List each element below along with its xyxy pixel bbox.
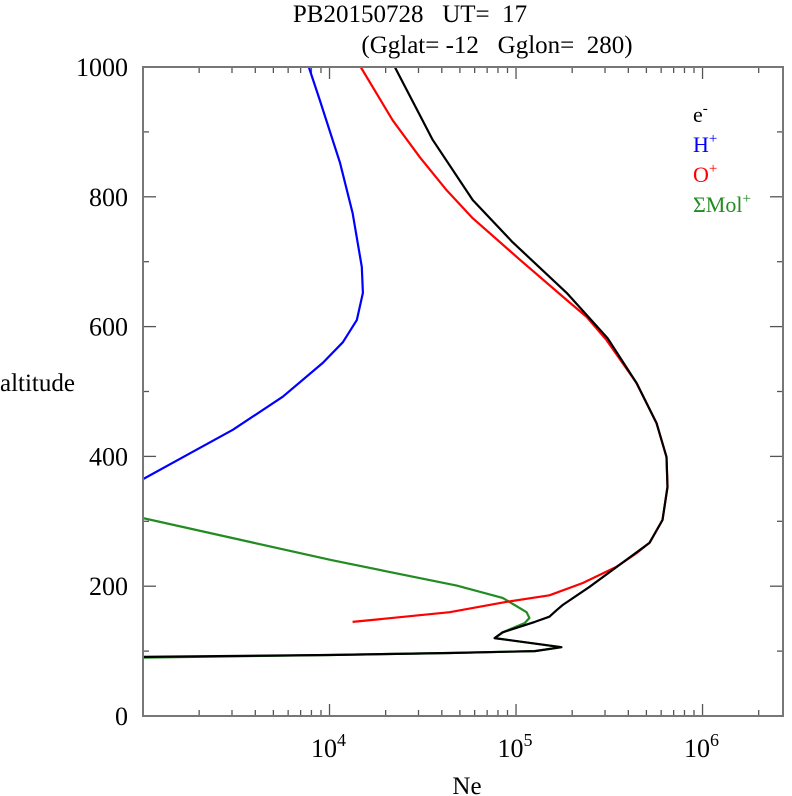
chart-title-line2: (Gglat= -12 Gglon= 280)	[361, 32, 632, 59]
legend-superscript: -	[703, 101, 708, 117]
legend-superscript: +	[709, 131, 717, 147]
y-tick-label: 200	[89, 572, 128, 601]
legend-entry: O+	[693, 161, 717, 187]
series-lines	[143, 67, 669, 659]
x-tick-label: 106	[684, 730, 719, 763]
legend-entry: ΣMol+	[693, 191, 751, 217]
legend: e-H+O+ΣMol+	[693, 101, 751, 217]
y-axis-label: altitude	[0, 370, 75, 397]
axis-ticks	[142, 66, 783, 717]
x-tick-label: 105	[498, 730, 533, 763]
y-tick-label: 1000	[76, 53, 128, 82]
chart-title-line1: PB20150728 UT= 17	[293, 1, 527, 28]
series-line-mol	[143, 517, 563, 659]
legend-label: H	[693, 132, 709, 157]
x-tick-base: 10	[684, 734, 710, 763]
y-tick-label: 400	[89, 442, 128, 471]
legend-superscript: +	[709, 161, 717, 177]
x-tick-exponent: 5	[524, 730, 533, 750]
series-line-h	[143, 67, 364, 481]
x-tick-exponent: 6	[710, 730, 719, 750]
series-line-e	[143, 67, 669, 658]
plot-frame	[142, 66, 784, 717]
legend-entry: H+	[693, 131, 717, 157]
legend-label: ΣMol	[693, 192, 742, 217]
x-tick-base: 10	[498, 734, 524, 763]
legend-entry: e-	[693, 101, 708, 127]
x-tick-label: 104	[311, 730, 346, 763]
series-line-o	[352, 67, 669, 623]
x-tick-labels: 104 105 106	[311, 730, 719, 763]
legend-label: O	[693, 162, 709, 187]
x-tick-base: 10	[311, 734, 337, 763]
legend-superscript: +	[742, 191, 750, 207]
y-tick-label: 800	[89, 183, 128, 212]
y-tick-labels: 0 200 400 600 800 1000	[76, 53, 128, 731]
x-tick-exponent: 4	[337, 730, 346, 750]
y-tick-label: 0	[115, 702, 128, 731]
legend-label: e	[693, 102, 703, 127]
y-tick-label: 600	[89, 313, 128, 342]
x-axis-label: Ne	[452, 773, 481, 796]
